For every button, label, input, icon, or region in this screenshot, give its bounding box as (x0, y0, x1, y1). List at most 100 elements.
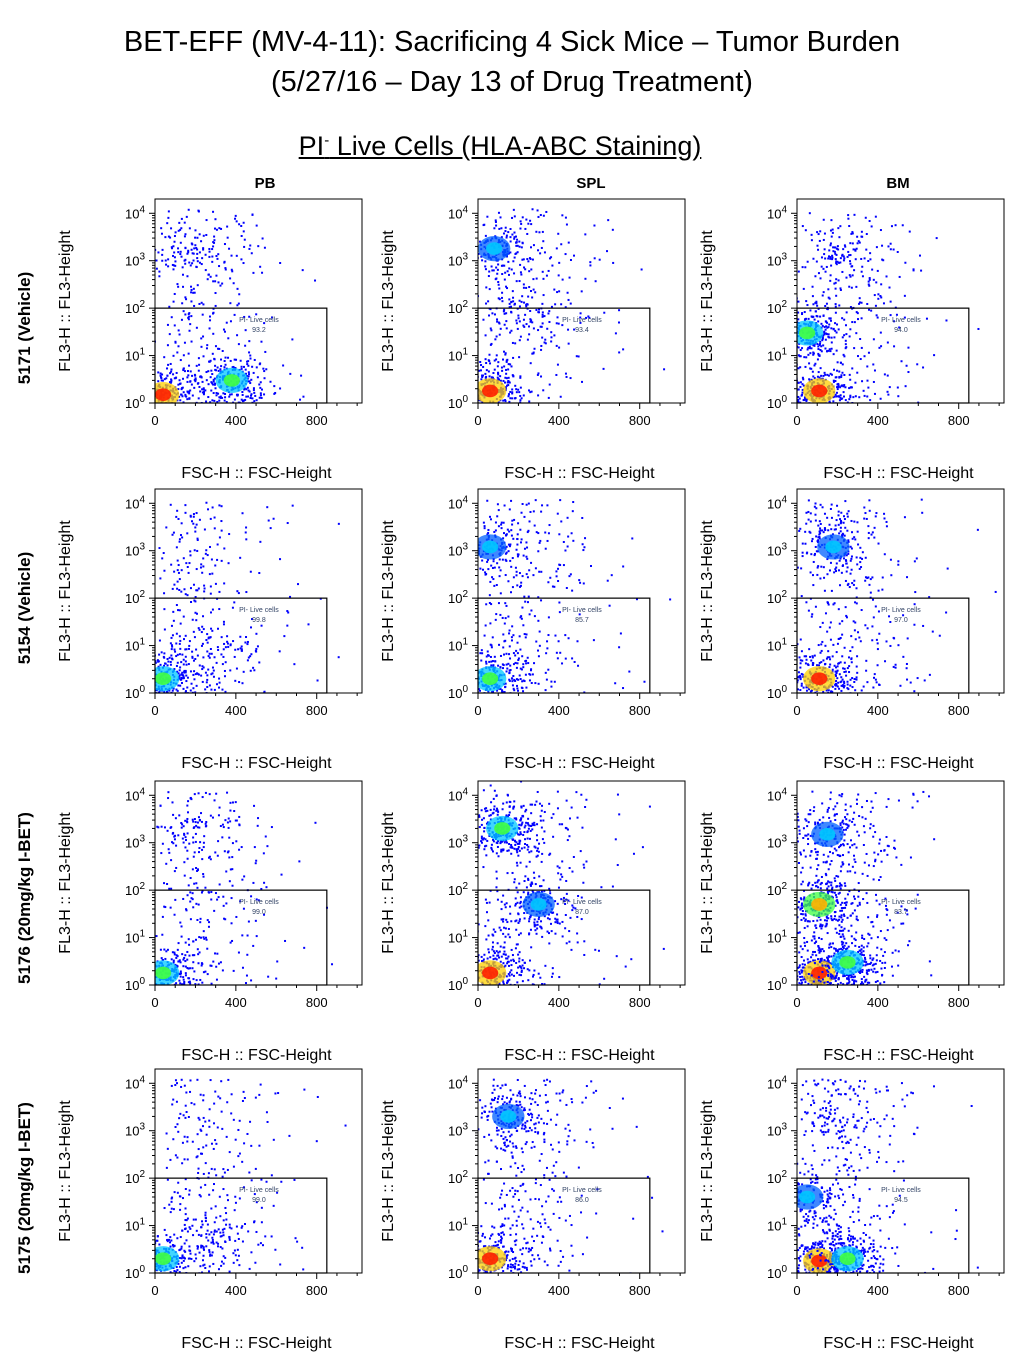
event-dot (833, 336, 836, 339)
event-dot (822, 314, 825, 317)
event-dot (889, 558, 892, 561)
event-dot (504, 685, 507, 688)
event-dot (822, 238, 825, 241)
event-dot (842, 385, 845, 388)
event-dot (264, 350, 267, 353)
event-dot (192, 522, 195, 525)
event-dot (177, 329, 180, 332)
event-dot (189, 389, 192, 392)
event-dot (520, 273, 523, 276)
event-dot (241, 878, 244, 881)
event-dot (799, 385, 802, 388)
event-dot (173, 240, 176, 243)
event-dot (265, 368, 268, 371)
event-dot (824, 328, 827, 331)
event-dot (529, 318, 532, 321)
event-dot (843, 534, 846, 537)
event-dot (759, 309, 761, 311)
event-dot (883, 512, 886, 515)
event-dot (530, 609, 533, 612)
event-dot (502, 358, 505, 361)
event-dot (826, 350, 829, 353)
event-dot (520, 581, 523, 584)
event-dot (210, 982, 213, 985)
event-dot (172, 610, 175, 613)
event-dot (905, 364, 908, 367)
event-dot (566, 516, 569, 519)
event-dot (190, 242, 193, 245)
event-dot (180, 393, 183, 396)
event-dot (205, 639, 208, 642)
event-dot (565, 375, 568, 378)
event-dot (459, 377, 461, 379)
event-dot (239, 556, 242, 559)
event-dot (184, 246, 187, 249)
event-dot (202, 355, 205, 358)
event-dot (860, 346, 863, 349)
event-dot (224, 661, 227, 664)
event-dot (202, 234, 205, 237)
event-dot (472, 697, 474, 699)
event-dot (848, 335, 851, 338)
event-dot (175, 515, 178, 518)
event-dot (882, 259, 885, 262)
event-dot (791, 370, 793, 372)
event-dot (540, 344, 543, 347)
event-dot (828, 400, 831, 403)
event-dot (194, 595, 197, 598)
event-dot (470, 254, 472, 256)
event-dot (529, 219, 532, 222)
event-dot (174, 650, 177, 653)
event-dot (224, 392, 227, 395)
event-dot (176, 408, 178, 410)
event-dot (181, 653, 184, 656)
event-dot (267, 408, 269, 410)
event-dot (811, 295, 814, 298)
event-dot (464, 391, 466, 393)
event-dot (186, 390, 189, 393)
event-dot (584, 277, 587, 280)
event-dot (905, 667, 908, 670)
event-dot (179, 684, 182, 687)
event-dot (503, 365, 506, 368)
event-dot (808, 688, 811, 691)
event-dot (509, 228, 512, 231)
event-dot (806, 398, 809, 401)
event-dot (186, 252, 189, 255)
event-dot (807, 406, 809, 408)
event-dot (194, 658, 197, 661)
event-dot (179, 399, 182, 402)
event-dot (192, 259, 195, 262)
event-dot (544, 338, 547, 341)
event-dot (511, 523, 514, 526)
event-dot (500, 405, 502, 407)
event-dot (184, 634, 187, 637)
event-dot (536, 373, 539, 376)
event-dot (846, 512, 849, 515)
y-tick-label: 104 (767, 494, 787, 511)
event-dot (922, 366, 925, 369)
event-dot (215, 978, 218, 981)
event-dot (451, 250, 453, 252)
event-dot (200, 417, 202, 419)
event-dot (181, 302, 184, 305)
event-dot (163, 410, 165, 412)
event-dot (553, 585, 556, 588)
event-dot (202, 393, 205, 396)
event-dot (212, 307, 215, 310)
event-dot (205, 681, 208, 684)
event-dot (555, 322, 558, 325)
event-dot (820, 698, 822, 700)
event-dot (799, 678, 802, 681)
y-tick-label: 104 (448, 494, 468, 511)
event-dot (871, 598, 874, 601)
event-dot (833, 571, 836, 574)
event-dot (822, 218, 825, 221)
event-dot (547, 581, 550, 584)
event-dot (163, 413, 165, 415)
event-dot (190, 383, 193, 386)
event-dot (208, 684, 211, 687)
event-dot (499, 405, 501, 407)
event-dot (840, 571, 843, 574)
event-dot (497, 283, 500, 286)
